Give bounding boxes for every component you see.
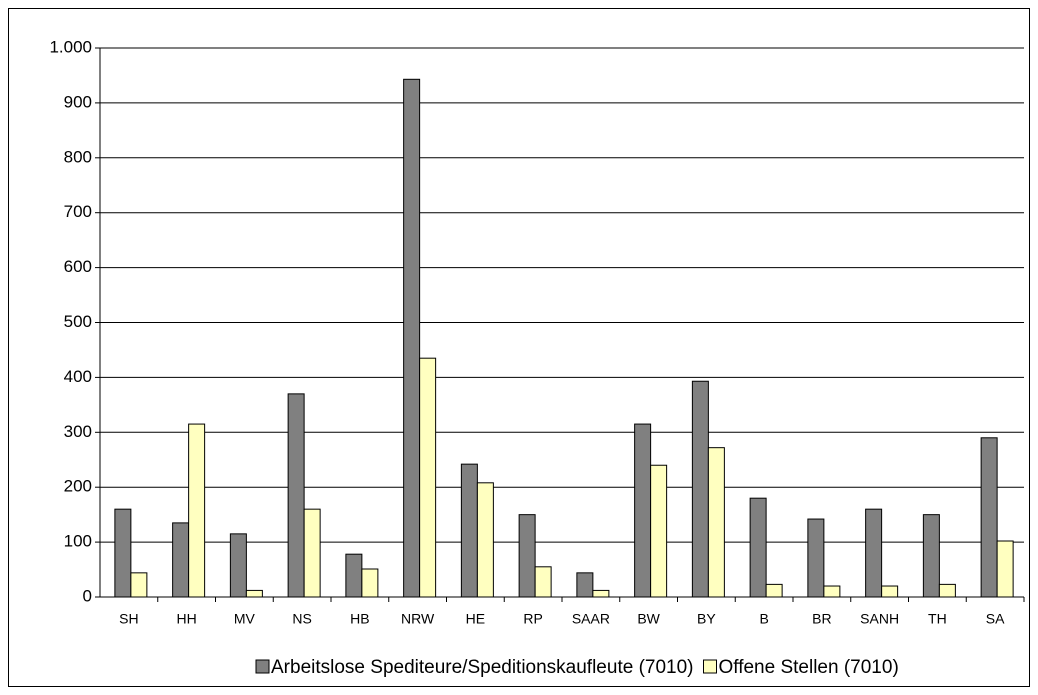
legend-swatch xyxy=(255,659,270,674)
x-tick-label: SANH xyxy=(860,611,899,627)
bar xyxy=(245,589,263,598)
bar xyxy=(303,508,321,598)
legend-label: Offene Stellen (7010) xyxy=(719,657,899,678)
legend-label: Arbeitslose Spediteure/Speditionskaufleu… xyxy=(271,657,694,678)
x-tick-label: TH xyxy=(928,611,947,627)
bar xyxy=(287,393,305,598)
y-tick-label: 800 xyxy=(64,147,92,166)
x-tick-label: SA xyxy=(986,611,1005,627)
y-tick-label: 1.000 xyxy=(49,37,92,56)
bar xyxy=(130,572,148,598)
x-tick-label: RP xyxy=(523,611,542,627)
x-tick-label: BY xyxy=(697,611,716,627)
bar xyxy=(807,518,825,598)
y-tick-label: 900 xyxy=(64,92,92,111)
bar xyxy=(518,514,536,598)
y-tick-label: 0 xyxy=(83,586,92,605)
bar xyxy=(938,583,956,598)
y-tick-label: 400 xyxy=(64,367,92,386)
bar xyxy=(188,423,206,598)
bar xyxy=(881,585,899,598)
y-tick-label: 300 xyxy=(64,422,92,441)
bar xyxy=(114,508,132,598)
bar xyxy=(534,566,552,598)
bar xyxy=(996,540,1014,598)
bar xyxy=(980,437,998,598)
x-tick-label: HB xyxy=(350,611,369,627)
x-tick-label: SH xyxy=(119,611,138,627)
x-tick-label: NS xyxy=(292,611,311,627)
bar xyxy=(345,553,363,598)
bar xyxy=(403,78,421,598)
y-tick-label: 700 xyxy=(64,202,92,221)
bar xyxy=(707,447,725,598)
bar xyxy=(361,568,379,598)
bar xyxy=(576,572,594,598)
x-tick-label: BW xyxy=(637,611,660,627)
x-tick-label: MV xyxy=(234,611,256,627)
y-tick-label: 500 xyxy=(64,312,92,331)
bar xyxy=(691,380,709,598)
x-tick-label: HH xyxy=(177,611,197,627)
bar xyxy=(476,482,494,598)
bar xyxy=(823,585,841,598)
bar xyxy=(634,423,652,598)
bar xyxy=(592,589,610,598)
bar xyxy=(172,522,190,598)
bar xyxy=(865,508,883,598)
y-tick-label: 100 xyxy=(64,532,92,551)
bar xyxy=(650,464,668,598)
bar xyxy=(922,514,940,598)
x-tick-label: BR xyxy=(812,611,831,627)
x-tick-label: SAAR xyxy=(572,611,610,627)
x-tick-label: B xyxy=(759,611,768,627)
y-tick-label: 600 xyxy=(64,257,92,276)
bar xyxy=(229,533,247,598)
x-tick-label: NRW xyxy=(401,611,435,627)
y-tick-label: 200 xyxy=(64,477,92,496)
x-tick-label: HE xyxy=(466,611,485,627)
legend-swatch xyxy=(703,659,717,674)
bar xyxy=(765,583,783,598)
bar xyxy=(419,357,437,598)
bar xyxy=(460,463,478,598)
bar xyxy=(749,497,767,598)
